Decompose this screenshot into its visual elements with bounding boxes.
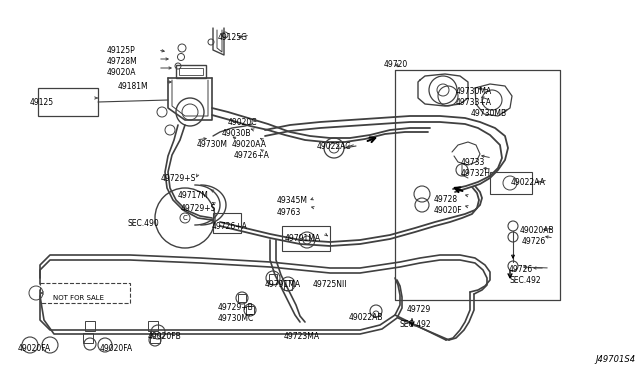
Text: NOT FOR SALE: NOT FOR SALE <box>53 295 104 301</box>
Text: 49729+B: 49729+B <box>218 303 253 312</box>
Text: 49726: 49726 <box>522 237 547 246</box>
Text: 49726+A: 49726+A <box>234 151 270 160</box>
Text: 49730MA: 49730MA <box>456 87 492 96</box>
Bar <box>490 172 532 194</box>
Text: 49020FA: 49020FA <box>100 344 133 353</box>
Text: 49030B: 49030B <box>222 129 252 138</box>
Text: 49730MB: 49730MB <box>471 109 507 118</box>
Text: 49022AC: 49022AC <box>317 142 351 151</box>
Text: 49717M: 49717M <box>178 191 209 200</box>
Text: C: C <box>182 215 188 221</box>
Text: 49345M: 49345M <box>277 196 308 205</box>
Bar <box>246 306 254 314</box>
Bar <box>38 88 98 116</box>
Text: SEC.492: SEC.492 <box>509 276 541 285</box>
Text: 49726+A: 49726+A <box>212 222 248 231</box>
Text: 49733: 49733 <box>461 158 485 167</box>
Text: 49732H: 49732H <box>461 169 491 178</box>
Text: 49730M: 49730M <box>197 140 228 149</box>
Bar <box>284 280 292 290</box>
Text: 49020A: 49020A <box>107 68 136 77</box>
Text: 49791MA: 49791MA <box>265 280 301 289</box>
Bar <box>150 333 160 343</box>
Bar <box>179 68 203 75</box>
Text: 49020AA: 49020AA <box>232 140 267 149</box>
Text: 49720: 49720 <box>384 60 408 69</box>
Text: 49022AB: 49022AB <box>349 313 383 322</box>
Bar <box>148 321 158 331</box>
Text: 49022AA: 49022AA <box>511 178 546 187</box>
Bar <box>238 294 246 302</box>
Bar <box>282 226 330 251</box>
Text: 49020FB: 49020FB <box>148 332 182 341</box>
Text: 49729+S: 49729+S <box>181 204 216 213</box>
Text: 49730MC: 49730MC <box>218 314 254 323</box>
Text: SEC.490: SEC.490 <box>128 219 160 228</box>
Text: 49020FA: 49020FA <box>18 344 51 353</box>
Text: SEC.492: SEC.492 <box>400 320 431 329</box>
Text: 49125: 49125 <box>30 98 54 107</box>
Text: 49725NII: 49725NII <box>313 280 348 289</box>
Bar <box>269 274 277 284</box>
Text: 49020AB: 49020AB <box>520 226 555 235</box>
Text: 49729: 49729 <box>407 305 431 314</box>
Text: 49763: 49763 <box>277 208 301 217</box>
Text: J49701S4: J49701S4 <box>595 355 635 364</box>
Text: 49020F: 49020F <box>434 206 463 215</box>
Text: 49728M: 49728M <box>107 57 138 66</box>
Text: 49723MA: 49723MA <box>284 332 320 341</box>
Text: 49733+A: 49733+A <box>456 98 492 107</box>
Text: 49020C: 49020C <box>228 118 257 127</box>
Text: 49726: 49726 <box>509 265 533 274</box>
Text: 49125P: 49125P <box>107 46 136 55</box>
Text: 49181M: 49181M <box>118 82 148 91</box>
Bar <box>85 321 95 331</box>
Bar <box>213 213 241 233</box>
Bar <box>176 65 206 78</box>
Text: 49125G: 49125G <box>218 33 248 42</box>
Text: 49791MA: 49791MA <box>285 234 321 243</box>
Bar <box>83 333 93 343</box>
Text: 49728: 49728 <box>434 195 458 204</box>
Bar <box>40 283 130 303</box>
Text: 49729+S: 49729+S <box>161 174 196 183</box>
